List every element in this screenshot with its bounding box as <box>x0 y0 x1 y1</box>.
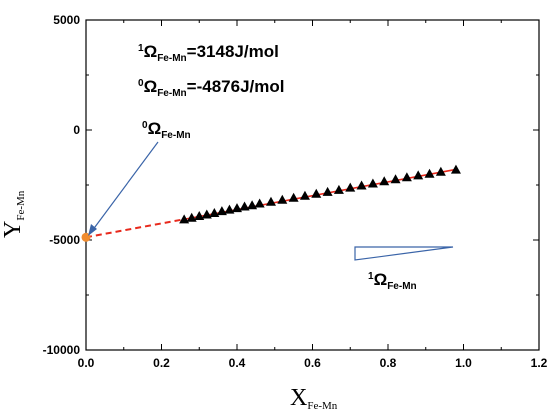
intercept-label-symbol: Ω <box>148 119 162 138</box>
data-point <box>201 209 212 219</box>
data-point <box>254 198 265 208</box>
slope-label: 1ΩFe-Mn <box>368 270 417 292</box>
data-point <box>401 172 412 182</box>
data-point <box>239 201 250 211</box>
y-tick-label: 0 <box>73 123 80 137</box>
plot-frame <box>85 19 540 351</box>
x-tick-label: 1.2 <box>531 356 548 370</box>
y-tick-labels: 5000 0 -5000 -10000 <box>43 13 81 357</box>
data-point <box>288 192 299 202</box>
omega0-sub: Fe-Mn <box>157 88 186 99</box>
intercept-label-sup: 0 <box>142 120 148 131</box>
data-point <box>224 204 235 214</box>
omega1-sub: Fe-Mn <box>157 53 186 64</box>
data-point <box>333 184 344 194</box>
data-points <box>179 164 461 224</box>
slope-triangle <box>354 246 454 261</box>
data-point <box>247 200 258 210</box>
omega0-annotation: 0ΩFe-Mn=-4876J/mol <box>138 77 284 99</box>
data-point <box>232 203 242 213</box>
y-tick-label: -5000 <box>49 233 80 247</box>
slope-label-sup: 1 <box>368 271 374 282</box>
data-point <box>265 196 276 206</box>
omega1-value: =3148J/mol <box>187 42 279 61</box>
data-point <box>356 180 367 190</box>
data-point <box>379 176 390 186</box>
omega1-sup: 1 <box>138 43 144 54</box>
intercept-label: 0ΩFe-Mn <box>142 119 191 141</box>
data-point <box>277 194 288 204</box>
data-point <box>299 190 310 200</box>
data-point <box>209 207 220 217</box>
data-point <box>435 166 446 176</box>
omega0-symbol: Ω <box>144 77 158 96</box>
data-point <box>322 186 333 196</box>
omega0-value: =-4876J/mol <box>187 77 285 96</box>
x-tick-label: 0.4 <box>229 356 246 370</box>
x-axis-title-main: X <box>290 385 307 411</box>
data-point <box>367 178 378 188</box>
omega0-sup: 0 <box>138 78 144 89</box>
y-axis-title-sub: Fe-Mn <box>15 190 27 220</box>
intercept-arrow <box>91 141 159 232</box>
slope-label-sub: Fe-Mn <box>387 281 416 292</box>
slope-label-symbol: Ω <box>374 270 388 289</box>
x-tick-label: 1.0 <box>455 356 472 370</box>
intercept-arrow-head <box>88 224 97 236</box>
omega1-annotation: 1ΩFe-Mn=3148J/mol <box>138 42 279 64</box>
x-tick-label: 0.2 <box>153 356 170 370</box>
x-tick-label: 0.0 <box>78 356 95 370</box>
data-point <box>179 214 190 224</box>
y-axis-title: YFe-Mn <box>0 190 27 238</box>
data-point <box>390 174 401 184</box>
data-point <box>345 182 356 192</box>
data-point <box>413 170 424 180</box>
ticks-layer <box>85 19 540 351</box>
data-point <box>424 168 435 178</box>
data-point <box>194 211 205 221</box>
x-tick-labels: 0.0 0.2 0.4 0.6 0.8 1.0 1.2 <box>78 356 548 370</box>
fit-line-extrapolated <box>85 218 185 239</box>
data-point <box>450 164 461 174</box>
x-axis-title-sub: Fe-Mn <box>307 400 337 412</box>
x-axis-title: XFe-Mn <box>290 385 338 412</box>
y-axis-title-main: Y <box>0 221 26 238</box>
data-point <box>186 212 197 222</box>
x-tick-label: 0.6 <box>304 356 321 370</box>
x-tick-label: 0.8 <box>380 356 397 370</box>
intercept-label-sub: Fe-Mn <box>161 130 190 141</box>
data-point <box>216 206 227 216</box>
data-point <box>311 188 322 198</box>
y-tick-label: 5000 <box>53 13 80 27</box>
y-tick-label: -10000 <box>43 343 81 357</box>
omega1-symbol: Ω <box>144 42 158 61</box>
